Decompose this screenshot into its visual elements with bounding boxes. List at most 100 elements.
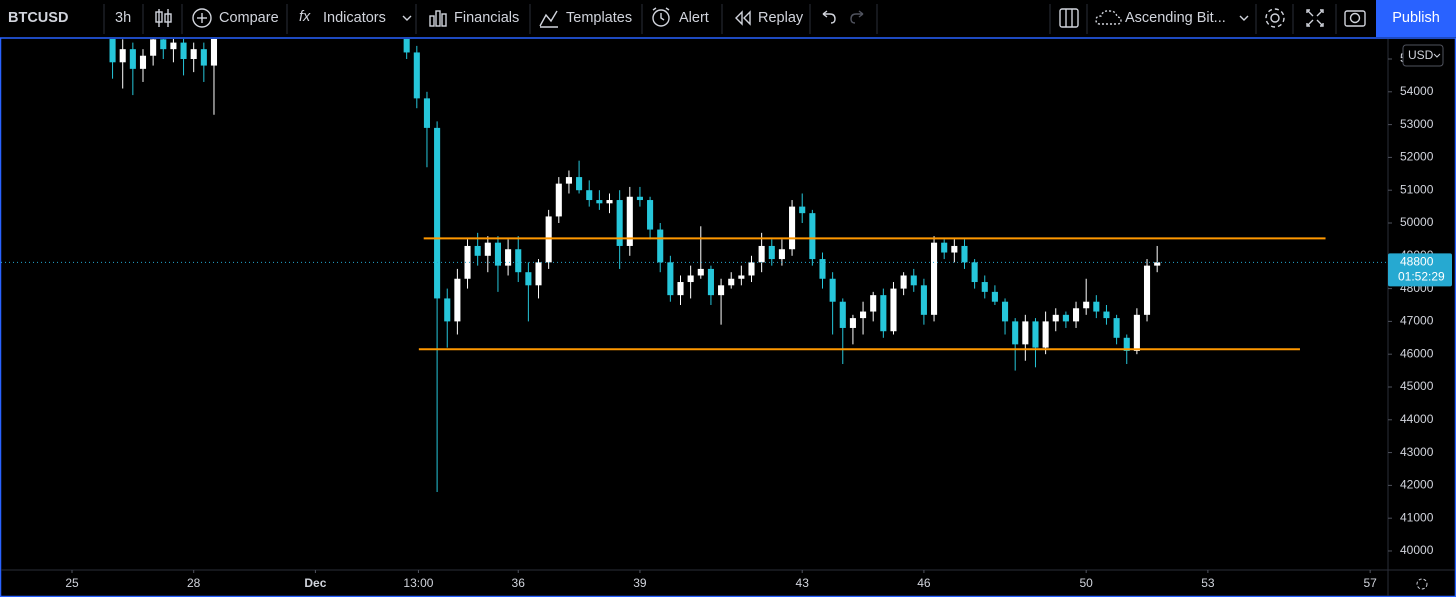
candle-body: [1103, 311, 1110, 319]
candle-body: [931, 242, 938, 315]
x-tick-label: 50: [1079, 576, 1093, 590]
x-tick-label: 57: [1363, 576, 1377, 590]
last-price-box: [1388, 253, 1452, 287]
candle-body: [829, 278, 836, 302]
financials[interactable]: Financials: [454, 10, 519, 26]
candle-body: [1012, 321, 1019, 345]
indicators[interactable]: Indicators: [323, 10, 386, 26]
candle-body: [525, 272, 532, 286]
candle-body: [900, 275, 907, 289]
last-price-label: 48800: [1400, 255, 1434, 269]
candle-body: [586, 190, 593, 201]
candle-body: [464, 245, 471, 279]
snapshot-icon[interactable]: [1344, 10, 1366, 27]
plot-area: [1, 39, 1388, 492]
candle-body: [423, 98, 431, 128]
candle-body: [860, 311, 867, 319]
candle-body: [718, 285, 725, 296]
candle-body: [210, 39, 218, 66]
candle-body: [180, 42, 187, 60]
candle-body: [626, 196, 633, 246]
undo[interactable]: [822, 10, 836, 24]
x-tick-label: 25: [65, 576, 79, 590]
candle-body: [697, 268, 704, 276]
time-axis-settings[interactable]: [1416, 578, 1428, 590]
currency[interactable]: USD: [1408, 48, 1434, 62]
y-tick-label: 46000: [1400, 346, 1434, 360]
candle-body: [1072, 308, 1080, 322]
candle-body: [870, 295, 877, 312]
candle-body: [1002, 301, 1009, 322]
candle-body: [849, 318, 856, 328]
candle-body: [768, 245, 775, 260]
settings-icon[interactable]: [1265, 8, 1285, 28]
alert[interactable]: Alert: [679, 10, 709, 26]
y-tick-label: 51000: [1400, 182, 1434, 196]
candle-body: [170, 42, 177, 50]
candle-body: [738, 275, 745, 279]
candle-body: [505, 249, 512, 266]
y-tick-label: 45000: [1400, 379, 1434, 393]
interval[interactable]: 3h: [115, 10, 131, 26]
x-tick-label: Dec: [304, 576, 326, 590]
candle-body: [1093, 301, 1100, 312]
x-tick-label: 28: [187, 576, 201, 590]
chart-style-icon[interactable]: [155, 9, 172, 27]
candle-body: [1083, 301, 1090, 309]
candle-body: [1052, 314, 1059, 322]
symbol[interactable]: BTCUSD: [8, 10, 68, 26]
fullscreen-icon[interactable]: [1306, 9, 1324, 27]
currency-button[interactable]: [1402, 44, 1444, 67]
cloud-icon[interactable]: [1095, 10, 1122, 25]
candle-body: [819, 259, 826, 279]
candle-body: [484, 242, 491, 256]
indicators-icon[interactable]: fx: [299, 9, 311, 25]
candle-body: [647, 200, 654, 230]
y-tick-label: 43000: [1400, 445, 1434, 459]
replay[interactable]: Replay: [758, 10, 804, 26]
compare-icon[interactable]: [192, 8, 212, 28]
candle-body: [1042, 321, 1049, 348]
x-tick-label: 36: [512, 576, 526, 590]
candle-body: [941, 242, 948, 253]
candle-body: [535, 262, 542, 286]
replay-icon[interactable]: [735, 10, 751, 26]
candle-body: [707, 268, 714, 296]
redo: [850, 10, 864, 24]
candle-body: [961, 245, 968, 263]
candle-body: [596, 200, 603, 204]
toolbar: BTCUSD 3h Compare fx Indicators Financia…: [8, 0, 1456, 37]
candle-body: [454, 278, 461, 322]
publish[interactable]: Publish: [1392, 10, 1440, 26]
chevron[interactable]: [1433, 53, 1441, 58]
candle-body: [1062, 314, 1069, 322]
templates-icon[interactable]: [539, 10, 558, 28]
financials-icon[interactable]: [429, 10, 447, 27]
layout-name[interactable]: Ascending Bit...: [1125, 10, 1226, 26]
candle-body: [778, 249, 785, 260]
candle-body: [981, 282, 988, 292]
candle-body: [1133, 314, 1140, 351]
candle-body: [200, 49, 207, 66]
chevron[interactable]: [1239, 15, 1249, 21]
y-tick-label: 44000: [1400, 412, 1434, 426]
layout-icon[interactable]: [1059, 8, 1079, 28]
candle-body: [839, 301, 846, 328]
candle-body: [799, 206, 806, 214]
x-tick-label: 46: [917, 576, 931, 590]
chevron[interactable]: [402, 15, 412, 21]
candle-body: [434, 127, 441, 299]
x-tick-label: 39: [633, 576, 647, 590]
axes: 40000 41000 42000 43000 44000 45000 46000 47000…: [65, 51, 1433, 590]
y-tick-label: 50000: [1400, 215, 1434, 229]
publish-button[interactable]: [1376, 0, 1456, 37]
candle-body: [636, 196, 643, 201]
candle-body: [677, 282, 684, 296]
candle-body: [606, 200, 613, 204]
compare[interactable]: Compare: [219, 10, 279, 26]
y-tick-label: 47000: [1400, 314, 1434, 328]
alert-icon[interactable]: [652, 7, 670, 27]
templates[interactable]: Templates: [566, 10, 632, 26]
